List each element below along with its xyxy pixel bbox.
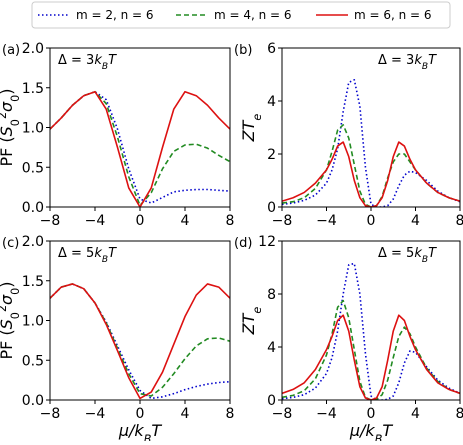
plot-frame	[49, 240, 231, 401]
delta-annotation: Δ = 5kBT	[58, 246, 117, 265]
x-tick-label: −8	[272, 406, 293, 422]
x-tick-label: −8	[40, 213, 61, 229]
x-tick-label: 4	[411, 406, 420, 422]
y-tick-label: 0	[267, 393, 276, 409]
y-tick-label: 4	[267, 340, 276, 356]
y-tick-label: 0.5	[22, 353, 44, 369]
legend-label-m6: m = 6, n = 6	[354, 8, 432, 22]
panel-b: −8 −4 0 4 8 0 2 4 6 (b) Δ = 3kBT ZTe	[234, 41, 463, 229]
y-tick-label: 1.0	[22, 121, 44, 137]
panel-label: (a)	[2, 43, 20, 58]
x-tick-label: 8	[456, 213, 463, 229]
y-axis-label: ZTe	[239, 114, 264, 143]
series-line-m-6-n-6	[50, 90, 230, 207]
x-axis-label: μ/kBT	[349, 421, 394, 441]
x-tick-label: 8	[456, 406, 463, 422]
x-tick-label: 4	[181, 406, 190, 422]
plot-frame	[49, 47, 231, 208]
legend-frame	[31, 1, 451, 29]
delta-annotation: Δ = 5kBT	[378, 246, 437, 265]
y-tick-label: 0.0	[22, 393, 44, 409]
y-tick-label: 1.0	[22, 314, 44, 330]
x-tick-label: −4	[316, 213, 337, 229]
legend-label-m4: m = 4, n = 6	[214, 8, 292, 22]
series-line-m-2-n-6	[50, 283, 230, 400]
series-line-m-4-n-6	[50, 283, 230, 397]
x-tick-label: 0	[136, 213, 145, 229]
series-line-m-6-n-6	[282, 314, 460, 400]
x-tick-label: −4	[85, 213, 106, 229]
x-tick-label: 4	[181, 213, 190, 229]
y-tick-label: 1.5	[22, 81, 44, 97]
x-tick-label: 0	[367, 406, 376, 422]
series-line-m-2-n-6	[50, 90, 230, 204]
y-tick-label: 12	[258, 234, 276, 250]
series-line-m-2-n-6	[282, 262, 460, 400]
x-tick-label: 0	[367, 213, 376, 229]
series-line-m-6-n-6	[50, 283, 230, 400]
x-tick-label: 8	[226, 213, 235, 229]
y-tick-label: 6	[267, 41, 276, 57]
y-tick-label: 1.5	[22, 274, 44, 290]
x-tick-label: −8	[40, 406, 61, 422]
x-tick-label: −4	[85, 406, 106, 422]
panel-d: −8 −4 0 4 8 0 4 8 12 (d) Δ = 5kBT ZTe μ/kBT	[234, 234, 463, 445]
panel-c: −8 −4 0 4 8 0.0 0.5 1.0 1.5 2.0(c) Δ = 5kBT PF (S02…	[0, 234, 235, 445]
series-line-m-4-n-6	[282, 124, 460, 207]
panel-label: (d)	[234, 236, 252, 251]
x-tick-label: −8	[272, 213, 293, 229]
delta-annotation: Δ = 3kBT	[58, 53, 117, 72]
y-axis-label: PF (S02σ0)	[0, 281, 22, 359]
y-tick-label: 2	[267, 147, 276, 163]
y-tick-label: 8	[267, 287, 276, 303]
y-tick-label: 0	[267, 200, 276, 216]
x-axis-label: μ/kBT	[118, 421, 163, 441]
delta-annotation: Δ = 3kBT	[378, 53, 437, 72]
x-tick-label: 4	[411, 213, 420, 229]
y-tick-label: 2.0	[22, 41, 44, 57]
x-tick-label: 0	[136, 406, 145, 422]
panel-label: (b)	[234, 43, 252, 58]
plot-frame	[281, 47, 461, 208]
x-tick-label: −4	[316, 406, 337, 422]
series-line-m-4-n-6	[282, 299, 460, 400]
series-line-m-4-n-6	[50, 90, 230, 207]
y-axis-label: ZTe	[239, 307, 264, 336]
panel-a: −8 −4 0 4 8 0.0 0.5 1.0 1.5 2.0(a) Δ = 3kBT PF (S02…	[0, 41, 234, 229]
legend-label-m2: m = 2, n = 6	[76, 8, 154, 22]
y-tick-label: 2.0	[22, 234, 44, 250]
legend: m = 2, n = 6 m = 4, n = 6 m = 6, n = 6	[31, 1, 451, 29]
panel-label: (c)	[2, 236, 19, 251]
y-axis-label: PF (S02σ0)	[0, 88, 22, 166]
y-tick-label: 0.5	[22, 160, 44, 176]
x-tick-label: 8	[226, 406, 235, 422]
y-tick-label: 4	[267, 94, 276, 110]
y-tick-label: 0.0	[22, 200, 44, 216]
series-line-m-6-n-6	[282, 141, 460, 207]
